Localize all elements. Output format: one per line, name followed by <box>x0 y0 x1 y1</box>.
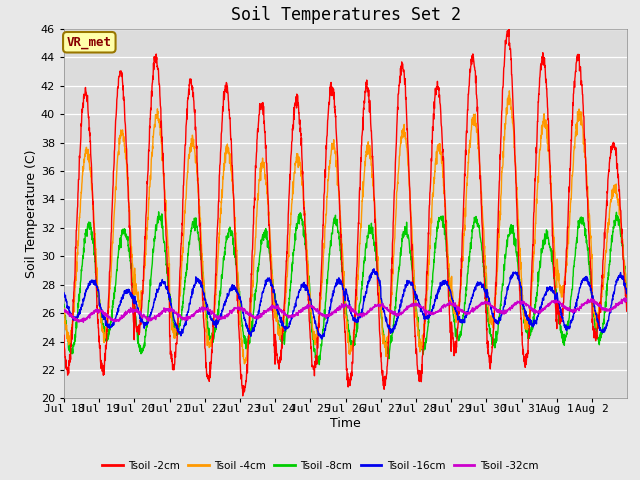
Legend: Tsoil -2cm, Tsoil -4cm, Tsoil -8cm, Tsoil -16cm, Tsoil -32cm: Tsoil -2cm, Tsoil -4cm, Tsoil -8cm, Tsoi… <box>98 456 542 475</box>
Title: Soil Temperatures Set 2: Soil Temperatures Set 2 <box>230 6 461 24</box>
X-axis label: Time: Time <box>330 417 361 430</box>
Y-axis label: Soil Temperature (C): Soil Temperature (C) <box>25 149 38 278</box>
Text: VR_met: VR_met <box>67 36 112 49</box>
